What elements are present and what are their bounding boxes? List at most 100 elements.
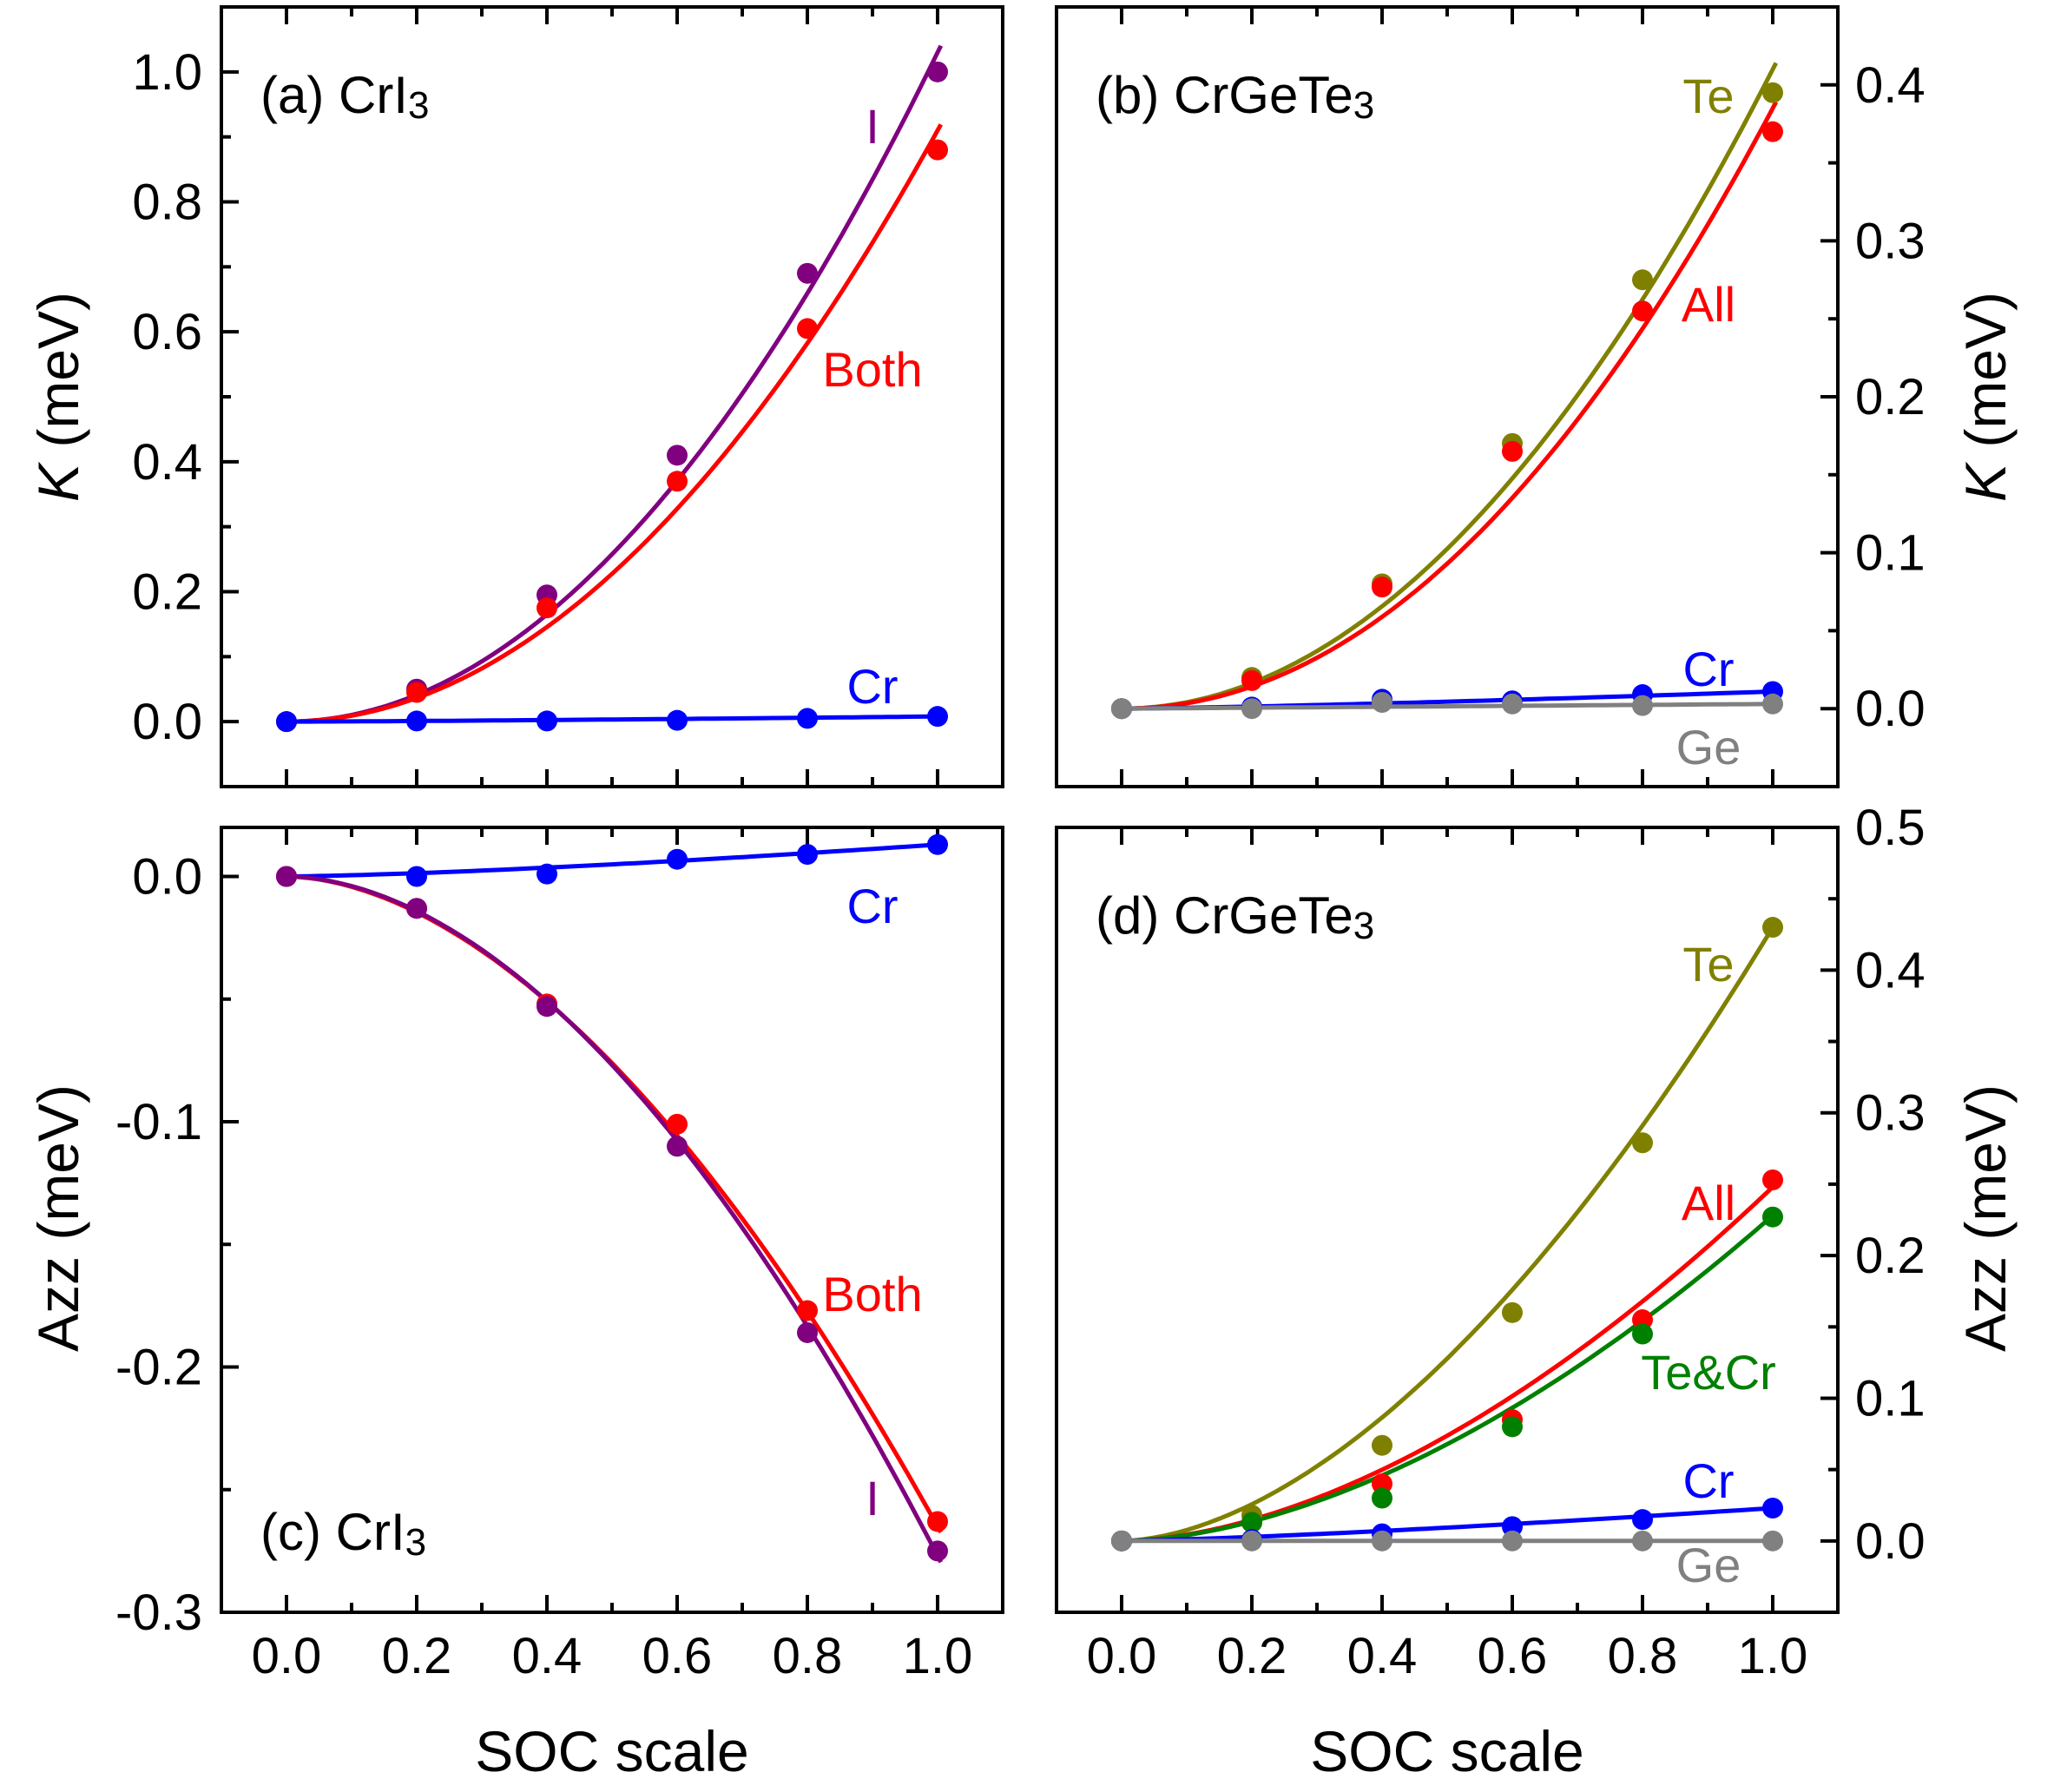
series-label-ge: Ge: [1676, 720, 1741, 774]
series-label-i: I: [866, 1471, 879, 1525]
x-tick-label: 0.8: [1608, 1628, 1678, 1684]
data-point-cr: [276, 711, 297, 733]
axis-ticks: [221, 5, 1838, 1614]
y-axis-title: K (meV): [26, 292, 90, 502]
y-tick-label: 1.0: [132, 44, 202, 101]
y-tick-label: 0.4: [132, 434, 202, 491]
data-point-tecr: [1372, 1487, 1392, 1509]
data-point-te: [1762, 82, 1783, 103]
x-tick-label: 1.0: [903, 1628, 973, 1684]
series-label-tecr: Te&Cr: [1641, 1345, 1776, 1400]
series-label-cr: Cr: [846, 659, 898, 714]
label-layer: 0.00.20.40.60.81.0K (meV)(a) CrI3 IBothCr…: [26, 44, 2018, 1684]
data-point-ge: [1111, 698, 1132, 720]
data-point-all: [1632, 300, 1653, 322]
y-tick-label: -0.2: [115, 1340, 202, 1396]
series-label-cr: Cr: [1682, 642, 1734, 696]
data-point-all: [1762, 1169, 1783, 1190]
y-tick-label: 0.3: [1855, 1085, 1926, 1142]
y-axis-title: Azz (meV): [26, 1084, 90, 1352]
data-point-both: [537, 597, 557, 619]
data-point-cr: [537, 863, 557, 885]
y-tick-label: 0.6: [132, 304, 202, 360]
y-axis-title: K (meV): [1953, 292, 2018, 502]
data-point-i: [276, 866, 297, 887]
data-point-i: [406, 898, 427, 919]
data-point-cr: [1502, 1516, 1523, 1538]
y-axis-title-symbol: K: [26, 461, 90, 502]
y-tick-label: 0.0: [1855, 1513, 1926, 1570]
data-point-i: [667, 1136, 688, 1157]
fit-line-cr: [286, 842, 941, 879]
data-point-all: [1762, 121, 1783, 142]
data-point-both: [667, 1113, 688, 1135]
fit-line-tecr: [1121, 1210, 1778, 1544]
data-layer: [276, 44, 1783, 1564]
panel-title-subscript: 3: [408, 84, 429, 127]
data-point-i: [797, 262, 818, 284]
data-point-cr: [537, 710, 557, 732]
series-label-all: All: [1682, 1176, 1735, 1230]
data-point-ge: [1241, 1530, 1262, 1552]
data-point-both: [927, 139, 948, 161]
data-point-cr: [797, 844, 818, 866]
data-point-all: [1241, 669, 1262, 691]
data-point-both: [797, 1300, 818, 1321]
y-axis-title: Azz (meV): [1953, 1084, 2018, 1352]
fit-line-ge: [1121, 702, 1776, 711]
y-tick-label: 0.4: [1855, 942, 1926, 998]
fit-line-cr: [1121, 1505, 1776, 1544]
x-tick-label: 0.0: [1087, 1628, 1157, 1684]
panel-title-text: (a) CrI: [260, 66, 408, 124]
panel-title: (a) CrI3: [260, 66, 429, 127]
fit-line-i: [286, 874, 944, 1564]
panel-title-text: (c) CrI: [260, 1503, 405, 1561]
panel-title-subscript: 3: [1353, 84, 1374, 127]
data-point-cr: [406, 710, 427, 732]
y-tick-label: 0.8: [132, 175, 202, 231]
y-axis-title-unit: (meV): [26, 292, 90, 464]
data-point-cr: [927, 706, 948, 728]
series-label-cr: Cr: [846, 879, 898, 933]
data-point-cr: [667, 848, 688, 870]
y-tick-label: 0.2: [1855, 1228, 1926, 1284]
panel-title-subscript: 3: [405, 1521, 426, 1564]
y-axis-title-unit: (meV): [1953, 292, 2018, 464]
data-point-ge: [1762, 1530, 1783, 1552]
data-point-all: [1632, 1309, 1653, 1331]
data-point-te: [1372, 1434, 1392, 1456]
data-point-ge: [1502, 1530, 1523, 1552]
panel-title-text: (d) CrGeTe: [1096, 886, 1353, 945]
data-point-all: [1372, 1473, 1392, 1495]
x-tick-label: 0.2: [1217, 1628, 1287, 1684]
series-label-all: All: [1682, 277, 1735, 332]
x-tick-label: 0.4: [1347, 1628, 1418, 1684]
data-point-ge: [1372, 692, 1392, 714]
fit-line-cr: [286, 714, 941, 724]
data-point-all: [1372, 576, 1392, 598]
panel-c-frame: [220, 826, 1004, 1614]
data-point-tecr: [1632, 1323, 1653, 1345]
data-point-tecr: [1762, 1206, 1783, 1228]
x-tick-label: 0.2: [382, 1628, 452, 1684]
data-point-both: [667, 471, 688, 492]
fit-line-te: [1121, 920, 1778, 1544]
data-point-ge: [1241, 698, 1262, 720]
x-tick-label: 0.0: [252, 1628, 322, 1684]
x-axis-title-left: SOC scale: [475, 1719, 748, 1783]
fit-line-all: [1121, 101, 1779, 711]
x-tick-label: 0.8: [773, 1628, 843, 1684]
data-point-tecr: [1241, 1512, 1262, 1533]
data-point-i: [927, 61, 948, 82]
data-point-te: [1632, 269, 1653, 291]
series-label-ge: Ge: [1676, 1538, 1741, 1592]
data-point-i: [667, 445, 688, 466]
y-tick-label: 0.1: [1855, 525, 1926, 582]
y-tick-label: 0.0: [1855, 681, 1926, 737]
data-point-cr: [927, 833, 948, 855]
data-point-cr: [1632, 1509, 1653, 1531]
x-tick-label: 0.6: [1478, 1628, 1548, 1684]
x-tick-label: 0.6: [642, 1628, 713, 1684]
x-tick-label: 1.0: [1738, 1628, 1808, 1684]
